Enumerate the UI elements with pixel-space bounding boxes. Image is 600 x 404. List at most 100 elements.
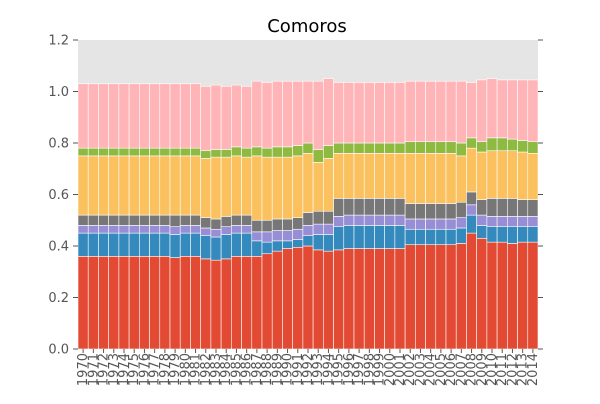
x-tick-label: 1989	[270, 353, 285, 386]
bar-segment	[435, 153, 447, 204]
bar-segment	[445, 218, 457, 230]
x-tick-label: 1979	[168, 353, 183, 386]
bar-segment	[149, 147, 161, 157]
bar-segment	[87, 147, 99, 157]
bar-segment	[128, 83, 140, 149]
bar-segment	[251, 231, 263, 242]
bar-segment	[455, 201, 467, 218]
bar-segment	[507, 150, 518, 199]
bar-segment	[394, 214, 406, 226]
x-tick-label: 1977	[148, 353, 163, 386]
x-tick-label: 1987	[250, 353, 265, 386]
bar-segment	[343, 142, 355, 154]
bar-segment	[169, 147, 181, 157]
bar-segment	[476, 237, 488, 350]
bar-segment	[190, 155, 201, 216]
bar-segment	[292, 246, 304, 350]
x-tick-label: 2003	[413, 353, 428, 386]
bar-segment	[374, 214, 385, 226]
bar-segment	[466, 204, 477, 216]
bar-segment	[241, 214, 253, 226]
bar-segment	[200, 158, 212, 218]
x-tick-label: 2014	[526, 353, 541, 386]
bar-segment	[271, 156, 283, 220]
bar-segment	[517, 140, 529, 153]
bar-segment	[445, 141, 457, 154]
bar-segment	[200, 235, 212, 260]
bar-segment	[363, 153, 375, 199]
bar-segment	[210, 236, 222, 261]
bar-segment	[445, 80, 457, 143]
bar-segment	[486, 137, 498, 152]
bar-segment	[179, 225, 191, 234]
bar-segment	[496, 216, 508, 227]
x-tick-label: 1993	[311, 353, 326, 386]
bar-segment	[118, 232, 130, 257]
bar-segment	[139, 147, 150, 157]
bar-segment	[108, 255, 120, 350]
bar-segment	[210, 84, 222, 150]
bar-segment	[251, 255, 263, 350]
bar-segment	[292, 228, 304, 240]
bar-segment	[302, 245, 314, 350]
bar-segment	[466, 82, 477, 139]
bar-segment	[486, 226, 498, 243]
bar-segment	[363, 214, 375, 226]
x-tick-label: 1997	[352, 353, 367, 386]
x-tick-label: 1992	[301, 353, 316, 386]
bar-segment	[517, 79, 529, 141]
y-tick-label: 0.4	[48, 240, 69, 255]
bar-segment	[435, 203, 447, 220]
bar-segment	[404, 244, 416, 350]
bar-segment	[261, 82, 273, 149]
bar-segment	[363, 198, 375, 216]
bar-segment	[455, 217, 467, 229]
x-tick-label: 1985	[229, 353, 244, 386]
bar-segment	[527, 216, 539, 227]
bar-segment	[415, 218, 426, 230]
bar-segment	[343, 214, 355, 226]
x-tick-label: 1974	[117, 353, 132, 386]
bar-segment	[241, 255, 253, 350]
bar-segment	[231, 225, 242, 234]
bar-segment	[261, 231, 273, 243]
bar-segment	[241, 147, 253, 158]
y-tick-label: 0.2	[48, 291, 69, 306]
bar-segment	[159, 225, 171, 234]
bar-segment	[77, 155, 89, 216]
bar-segment	[128, 232, 140, 257]
bar-segment	[527, 199, 539, 217]
bar-segment	[394, 248, 406, 350]
bar-segment	[435, 244, 447, 350]
bar-segment	[476, 151, 488, 200]
bar-segment	[333, 249, 345, 350]
bar-segment	[323, 158, 334, 212]
bar-segment	[251, 155, 263, 221]
bar-segment	[496, 137, 508, 152]
bar-segment	[98, 155, 109, 216]
bar-segment	[159, 214, 171, 226]
bar-segment	[476, 214, 488, 226]
bar-segment	[190, 214, 201, 226]
bar-segment	[466, 137, 477, 149]
bar-segment	[425, 203, 437, 220]
bar-segment	[353, 153, 365, 199]
bar-segment	[425, 228, 437, 246]
x-axis: 1970197119721973197419751976197719781979…	[76, 349, 541, 386]
bar-segment	[220, 149, 232, 158]
bar-segment	[77, 225, 89, 234]
bar-segment	[200, 227, 212, 237]
bar-segment	[210, 228, 222, 238]
bar-segment	[220, 86, 232, 150]
bar-segment	[149, 232, 161, 257]
bar-segment	[159, 255, 171, 350]
bar-segment	[179, 214, 191, 226]
bar-segment	[128, 147, 140, 157]
bar-segment	[353, 225, 365, 249]
bar-segment	[404, 203, 416, 220]
bar-segment	[200, 258, 212, 350]
bar-segment	[149, 214, 161, 226]
bar-segment	[374, 153, 385, 199]
bar-segment	[271, 146, 283, 158]
bar-segment	[190, 225, 201, 234]
